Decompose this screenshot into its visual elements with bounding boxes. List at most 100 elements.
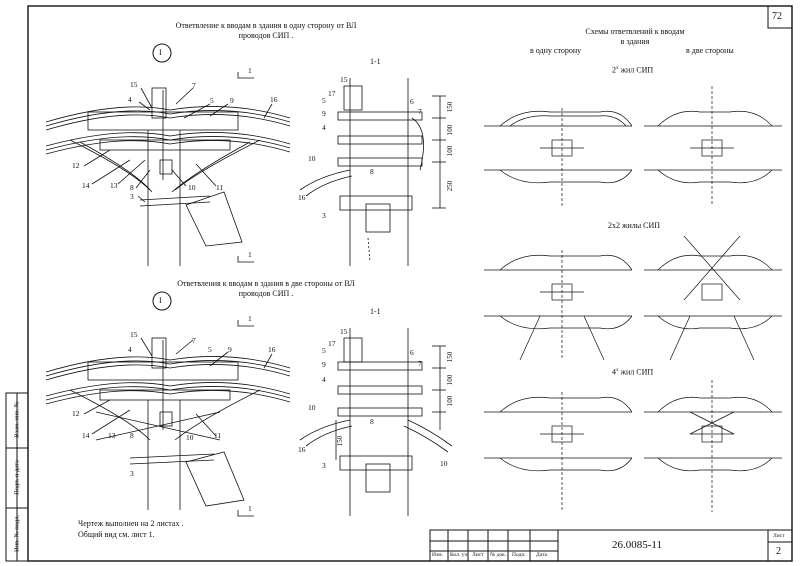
section-title-bottom: 1-1 bbox=[370, 307, 381, 316]
stamp-header: № док. bbox=[490, 552, 507, 558]
callout: 11 bbox=[216, 183, 224, 192]
stamp-header: Дата bbox=[536, 552, 547, 558]
callout: 17 bbox=[328, 89, 336, 98]
scheme-2-one-side bbox=[484, 250, 633, 361]
stamp-header: Лист bbox=[472, 552, 484, 558]
scheme-2-label: 2x2 жилы СИП bbox=[608, 221, 661, 230]
scheme-1-two-sides bbox=[644, 86, 782, 206]
view-marker-bottom bbox=[152, 291, 172, 311]
callout: 15 bbox=[130, 80, 138, 89]
callout: 15 bbox=[130, 330, 138, 339]
front-view-top bbox=[45, 72, 291, 266]
scheme-3-two-sides bbox=[644, 380, 782, 512]
callout: 4 bbox=[322, 375, 326, 384]
dim: 100 bbox=[446, 374, 454, 386]
callout: 8 bbox=[130, 431, 134, 440]
callout: 5 bbox=[210, 96, 214, 105]
scheme-1-one-side bbox=[484, 108, 633, 206]
view-marker-top bbox=[152, 43, 172, 63]
callout: 14 bbox=[82, 181, 90, 190]
stamp-header: Кол. уч bbox=[450, 552, 468, 558]
callout: 15 bbox=[340, 327, 348, 336]
top-title-line2: проводов СИП . bbox=[238, 31, 294, 40]
top-title-line1: Ответвление к вводам в здания в одну сто… bbox=[175, 21, 357, 30]
callout: 16 bbox=[298, 193, 306, 202]
callout: 7 bbox=[192, 336, 196, 345]
section-mark-top-upper: 1 bbox=[248, 66, 252, 75]
callout: 4 bbox=[322, 123, 326, 132]
callout: 9 bbox=[322, 360, 326, 369]
side-view-top bbox=[299, 78, 446, 266]
section-mark-top-lower: 1 bbox=[248, 250, 252, 259]
callout: 16 bbox=[270, 95, 278, 104]
callout: 16 bbox=[268, 345, 276, 354]
callout: 15 bbox=[340, 75, 348, 84]
callout: 8 bbox=[130, 183, 134, 192]
scheme-3-one-side bbox=[484, 392, 633, 512]
callout: 10 bbox=[440, 459, 448, 468]
page-number: 72 bbox=[772, 11, 782, 22]
page-number-box bbox=[767, 5, 793, 29]
front-view-bottom bbox=[45, 320, 291, 517]
callout: 13 bbox=[110, 181, 118, 190]
view-marker-bottom-label: I bbox=[159, 296, 162, 305]
callout: 8 bbox=[370, 417, 374, 426]
stamp-header: Изм. bbox=[432, 552, 443, 558]
callout: 13 bbox=[108, 431, 116, 440]
schemes-title-line1: Схемы ответвлений к вводам bbox=[585, 27, 685, 36]
callout: 9 bbox=[230, 96, 234, 105]
callout: 3 bbox=[130, 469, 134, 478]
view-marker-top-label: I bbox=[159, 48, 162, 57]
callout: 17 bbox=[328, 339, 336, 348]
callout: 6 bbox=[410, 348, 414, 357]
scheme-3-label: 4х жил СИП bbox=[612, 367, 654, 377]
bottom-title-line1: Ответвления к вводам в здания в две стор… bbox=[177, 279, 355, 288]
side-view-bottom bbox=[299, 328, 453, 516]
callout: 4 bbox=[128, 345, 132, 354]
bottom-title-line2: проводов СИП . bbox=[238, 289, 294, 298]
callout: 4 bbox=[128, 95, 132, 104]
callout: 7 bbox=[418, 107, 422, 116]
callout: 7 bbox=[192, 81, 196, 90]
scheme-1-label: 2х жил СИП bbox=[612, 65, 654, 75]
callout: 9 bbox=[228, 345, 232, 354]
callout: 10 bbox=[188, 183, 196, 192]
document-code: 26.0085-11 bbox=[612, 539, 663, 551]
column-one-side: в одну сторону bbox=[530, 46, 582, 55]
callout: 9 bbox=[322, 109, 326, 118]
callout: 5 bbox=[208, 345, 212, 354]
title-block bbox=[429, 529, 793, 562]
dim: 150 bbox=[446, 351, 454, 363]
section-mark-bottom-lower: 1 bbox=[248, 504, 252, 513]
callout: 14 bbox=[82, 431, 90, 440]
stamp-sign-date: Подп. и дата bbox=[13, 460, 21, 495]
column-two-sides: в две стороны bbox=[686, 46, 734, 55]
stamp-inventory: Инв. № подл. bbox=[13, 514, 21, 553]
callout: 12 bbox=[72, 161, 80, 170]
section-mark-bottom-upper: 1 bbox=[248, 314, 252, 323]
section-title-top: 1-1 bbox=[370, 57, 381, 66]
callout: 12 bbox=[72, 409, 80, 418]
callout: 10 bbox=[186, 433, 194, 442]
outer-frame bbox=[27, 5, 793, 562]
sheet-number: 2 bbox=[776, 546, 781, 557]
schemes-title-line2: в здания bbox=[620, 37, 650, 46]
sheet-label: Лист bbox=[773, 533, 785, 539]
callout: 10 bbox=[308, 154, 316, 163]
dim: 100 bbox=[446, 124, 454, 136]
dim: 250 bbox=[446, 180, 454, 192]
stamp-header: Подп. bbox=[512, 552, 526, 558]
callout: 5 bbox=[322, 346, 326, 355]
scheme-2-two-sides bbox=[644, 235, 782, 361]
dim: 150 bbox=[336, 435, 344, 447]
callout: 3 bbox=[322, 211, 326, 220]
dim: 150 bbox=[446, 101, 454, 113]
callout: 10 bbox=[308, 403, 316, 412]
callout: 3 bbox=[130, 192, 134, 201]
callout: 3 bbox=[322, 461, 326, 470]
callout: 16 bbox=[298, 445, 306, 454]
stamp-replacement: Взам. инв. № bbox=[13, 401, 21, 438]
callout: 8 bbox=[370, 167, 374, 176]
